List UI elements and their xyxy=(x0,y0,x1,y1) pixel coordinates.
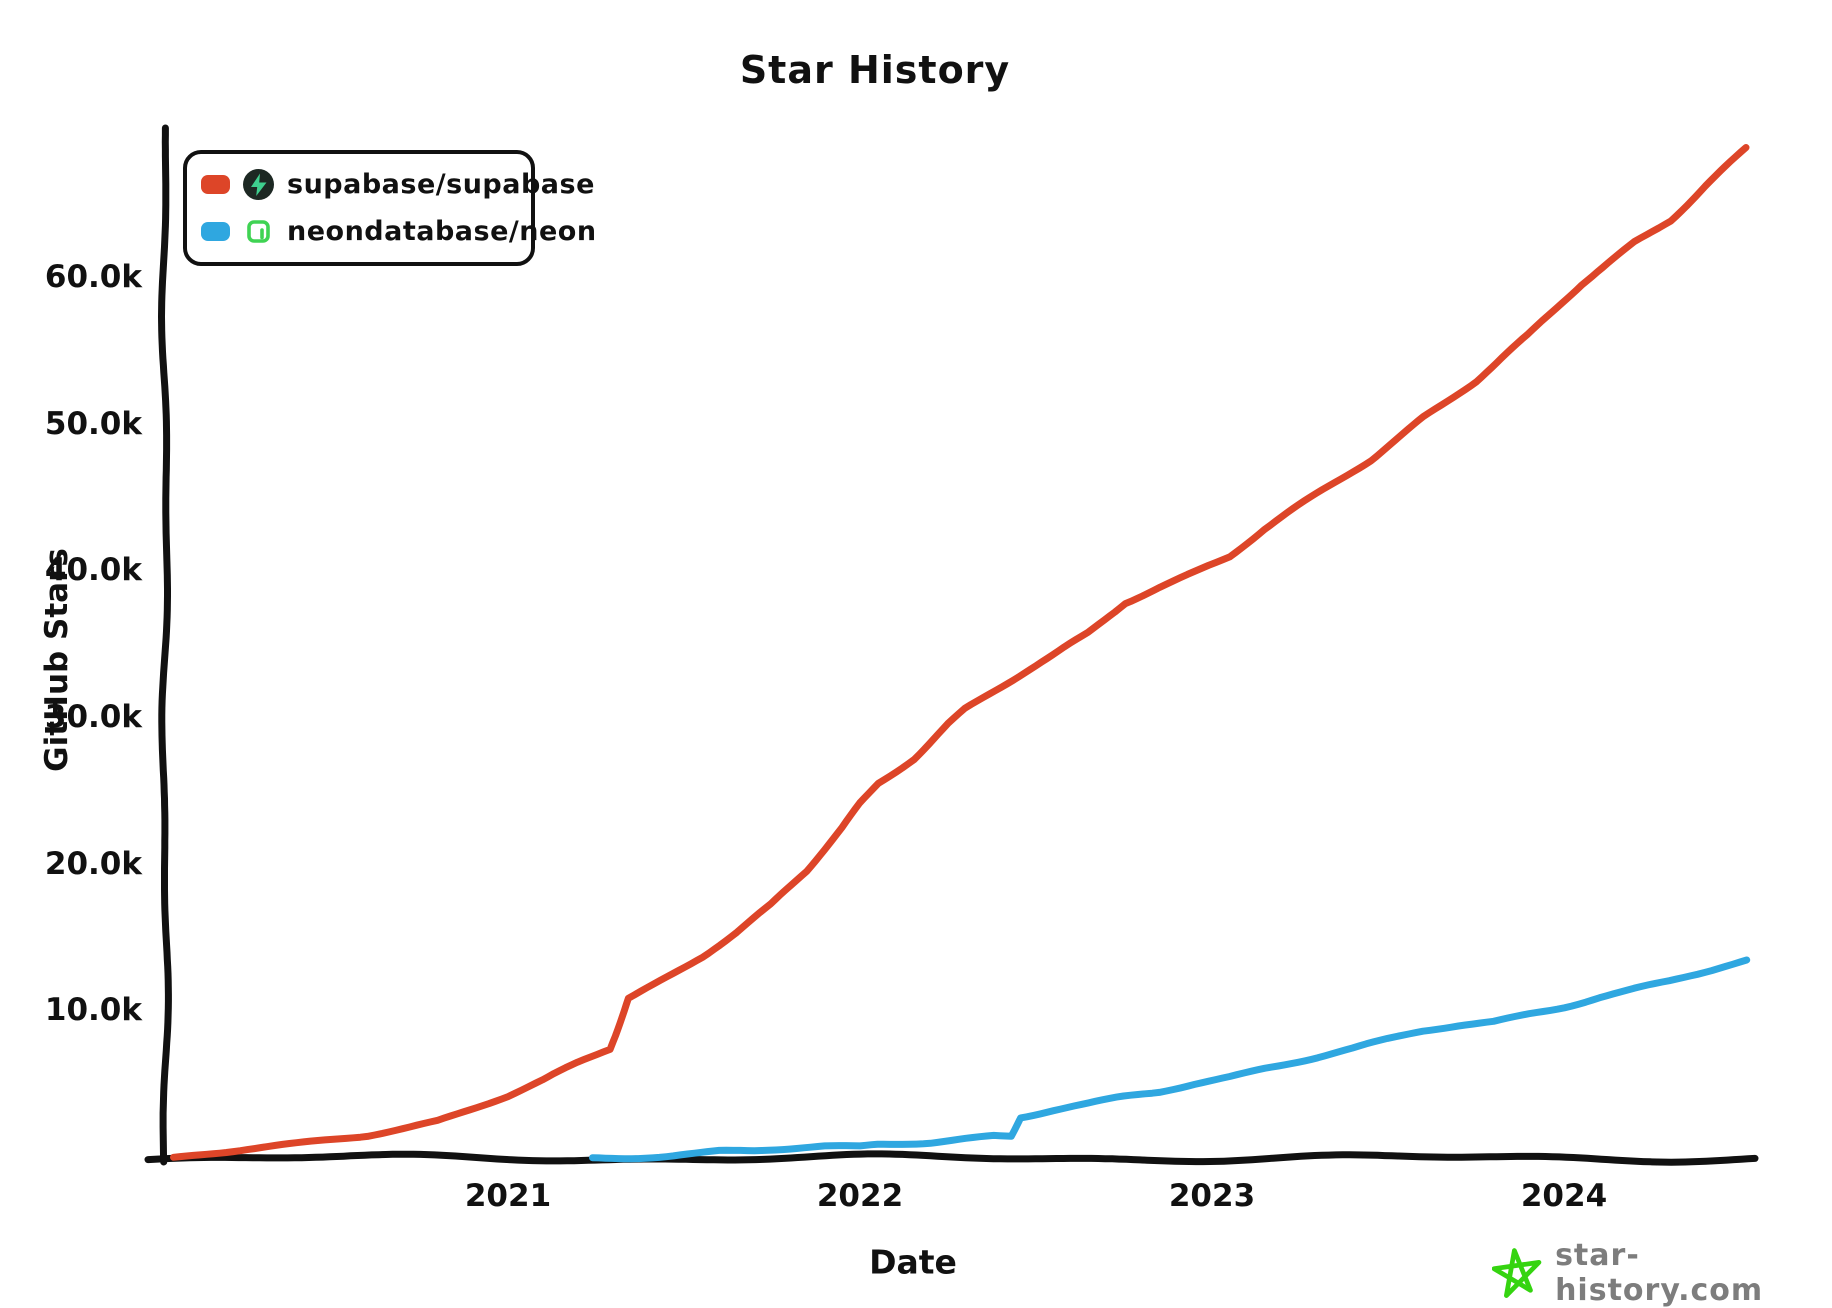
neon-logo-icon xyxy=(247,219,270,243)
star-doodle-icon xyxy=(1492,1248,1542,1298)
page-title: Star History xyxy=(739,48,1011,92)
x-tick-label-2022: 2022 xyxy=(816,1178,904,1214)
x-axis-line xyxy=(144,1150,1759,1166)
y-tick-label-40.0k: 40.0k xyxy=(44,552,142,589)
legend-label-supabase: supabase/supabase xyxy=(287,169,595,201)
legend-item-supabase: supabase/supabase xyxy=(201,169,594,201)
legend-swatch-neon xyxy=(201,221,230,241)
y-axis-line xyxy=(158,124,172,1166)
x-tick-label-2023: 2023 xyxy=(1168,1178,1256,1214)
series-line-neon xyxy=(589,956,1751,1163)
series-line-supabase xyxy=(170,144,1750,1161)
watermark: star-history.com xyxy=(1492,1238,1832,1308)
watermark-text: star-history.com xyxy=(1555,1238,1764,1308)
y-tick-label-10.0k: 10.0k xyxy=(44,992,142,1029)
legend-label-neon: neondatabase/neon xyxy=(287,215,597,247)
y-tick-label-30.0k: 30.0k xyxy=(44,698,142,735)
legend-item-neon: neondatabase/neon xyxy=(201,216,596,247)
x-axis-title: Date xyxy=(869,1242,957,1282)
legend-swatch-supabase xyxy=(201,175,230,195)
supabase-logo-icon xyxy=(243,169,274,201)
x-tick-label-2024: 2024 xyxy=(1520,1178,1608,1214)
x-tick-label-2021: 2021 xyxy=(464,1178,552,1214)
y-tick-label-20.0k: 20.0k xyxy=(44,845,142,882)
y-tick-label-60.0k: 60.0k xyxy=(44,258,142,295)
legend: supabase/supabase neondatabase/neon xyxy=(183,150,596,266)
y-tick-label-50.0k: 50.0k xyxy=(44,405,142,442)
